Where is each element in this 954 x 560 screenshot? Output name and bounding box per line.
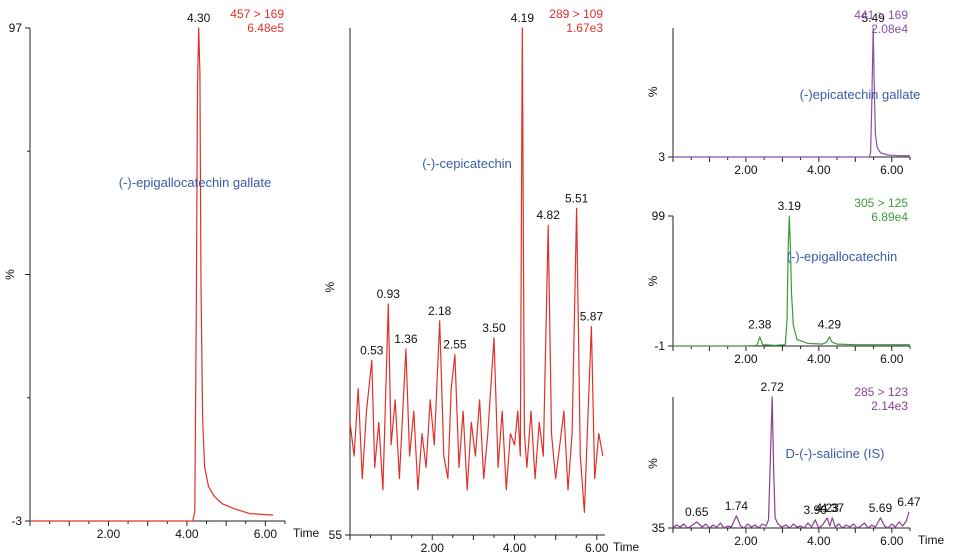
chromatogram-trace <box>673 215 910 347</box>
peak-label: 5.49 <box>861 11 885 25</box>
peak-label: 4.23 <box>816 501 840 515</box>
peak-label: 6.47 <box>897 495 921 509</box>
channel-label: 285 > 123 <box>854 385 908 399</box>
x-tick-label: 6.00 <box>254 527 278 541</box>
x-tick-label: 2.00 <box>734 163 758 177</box>
peak-label: 3.50 <box>482 321 506 335</box>
x-axis-title: Time <box>613 540 640 554</box>
chromatogram-panel-4: 2.00 4.00 6.00 99 -1% 2.38 3.19 4.29 305 > 1256.… <box>646 196 911 366</box>
channel-label: 289 > 109 <box>549 7 603 21</box>
intensity-label: 2.08e4 <box>871 22 908 36</box>
peak-label: 0.93 <box>377 287 401 301</box>
x-tick-label: 2.00 <box>734 534 758 548</box>
peak-label: 2.72 <box>760 380 784 394</box>
chromatogram-trace <box>30 27 274 522</box>
peak-label: 1.36 <box>394 332 418 346</box>
channel-label: 305 > 125 <box>854 196 908 210</box>
peak-label: 5.87 <box>580 310 604 324</box>
y-axis-title: % <box>646 275 660 286</box>
peak-label: 0.65 <box>685 505 709 519</box>
x-axis-title: Time <box>293 526 320 540</box>
intensity-label: 1.67e3 <box>566 21 603 35</box>
y-tick-label: -1 <box>654 339 665 353</box>
peak-label: 3.19 <box>778 199 802 213</box>
chromatogram-panel-1: 2.00 4.00 6.00 Time 97 -3% 4.30 457 > 1696.48e5… <box>3 7 320 541</box>
x-tick-label: 6.00 <box>585 541 609 555</box>
chromatogram-trace <box>673 27 910 158</box>
peak-label: 3.90 <box>804 503 828 517</box>
chromatogram-trace <box>349 27 604 514</box>
peak-label: 4.30 <box>187 11 211 25</box>
y-tick-label: 99 <box>652 209 666 223</box>
intensity-label: 6.48e5 <box>247 21 284 35</box>
peak-label: 1.74 <box>725 499 749 513</box>
chromatogram-panel-5: 2.00 4.00 6.00 Time 35% 0.65 1.74 2.72 3.904.234… <box>646 380 945 548</box>
compound-label: (-)-epigallocatechin <box>787 249 898 264</box>
x-tick-label: 4.00 <box>807 534 831 548</box>
x-tick-label: 4.00 <box>503 541 527 555</box>
peak-label: 5.51 <box>565 191 589 205</box>
peak-label: 0.53 <box>360 343 384 357</box>
y-axis-title: % <box>646 458 660 469</box>
y-axis-title: % <box>646 86 660 97</box>
peak-label: 4.19 <box>511 11 535 25</box>
x-tick-label: 6.00 <box>880 534 904 548</box>
intensity-label: 2.14e3 <box>871 399 908 413</box>
x-tick-label: 2.00 <box>734 352 758 366</box>
channel-label: 441 > 169 <box>854 8 908 22</box>
y-axis-title: % <box>3 269 17 280</box>
chromatogram-trace <box>672 396 910 529</box>
x-tick-label: 4.00 <box>807 352 831 366</box>
x-axis-title: Time <box>918 533 945 547</box>
peak-label: 4.37 <box>821 501 845 515</box>
y-axis-title: % <box>323 281 337 292</box>
y-tick-label: 3 <box>658 150 665 164</box>
x-tick-label: 2.00 <box>97 527 121 541</box>
compound-label: (-)-cepicatechin <box>422 156 512 171</box>
x-tick-label: 4.00 <box>807 163 831 177</box>
peak-label: 5.69 <box>869 501 893 515</box>
peak-label: 2.18 <box>428 304 452 318</box>
x-tick-label: 2.00 <box>421 541 445 555</box>
x-tick-label: 6.00 <box>880 163 904 177</box>
x-tick-label: 6.00 <box>880 352 904 366</box>
compound-label: (-)epicatechin gallate <box>800 87 921 102</box>
peak-label: 2.55 <box>443 338 467 352</box>
y-tick-label: 35 <box>652 521 666 535</box>
peak-label: 2.38 <box>748 317 772 331</box>
y-tick-label: 97 <box>9 21 23 35</box>
x-tick-label: 4.00 <box>175 527 199 541</box>
compound-label: (-)-epigallocatechin gallate <box>119 175 271 190</box>
y-tick-label: 55 <box>329 528 343 542</box>
peak-label: 4.29 <box>818 317 842 331</box>
compound-label: D-(-)-salicine (IS) <box>786 446 885 461</box>
chromatogram-panel-2: 2.00 4.00 6.00 Time 55% 0.53 0.93 1.36 2.18 2.55 3… <box>323 7 640 555</box>
intensity-label: 6.89e4 <box>871 210 908 224</box>
y-tick-label: -3 <box>11 514 22 528</box>
peak-label: 4.82 <box>537 208 561 222</box>
channel-label: 457 > 169 <box>230 7 284 21</box>
